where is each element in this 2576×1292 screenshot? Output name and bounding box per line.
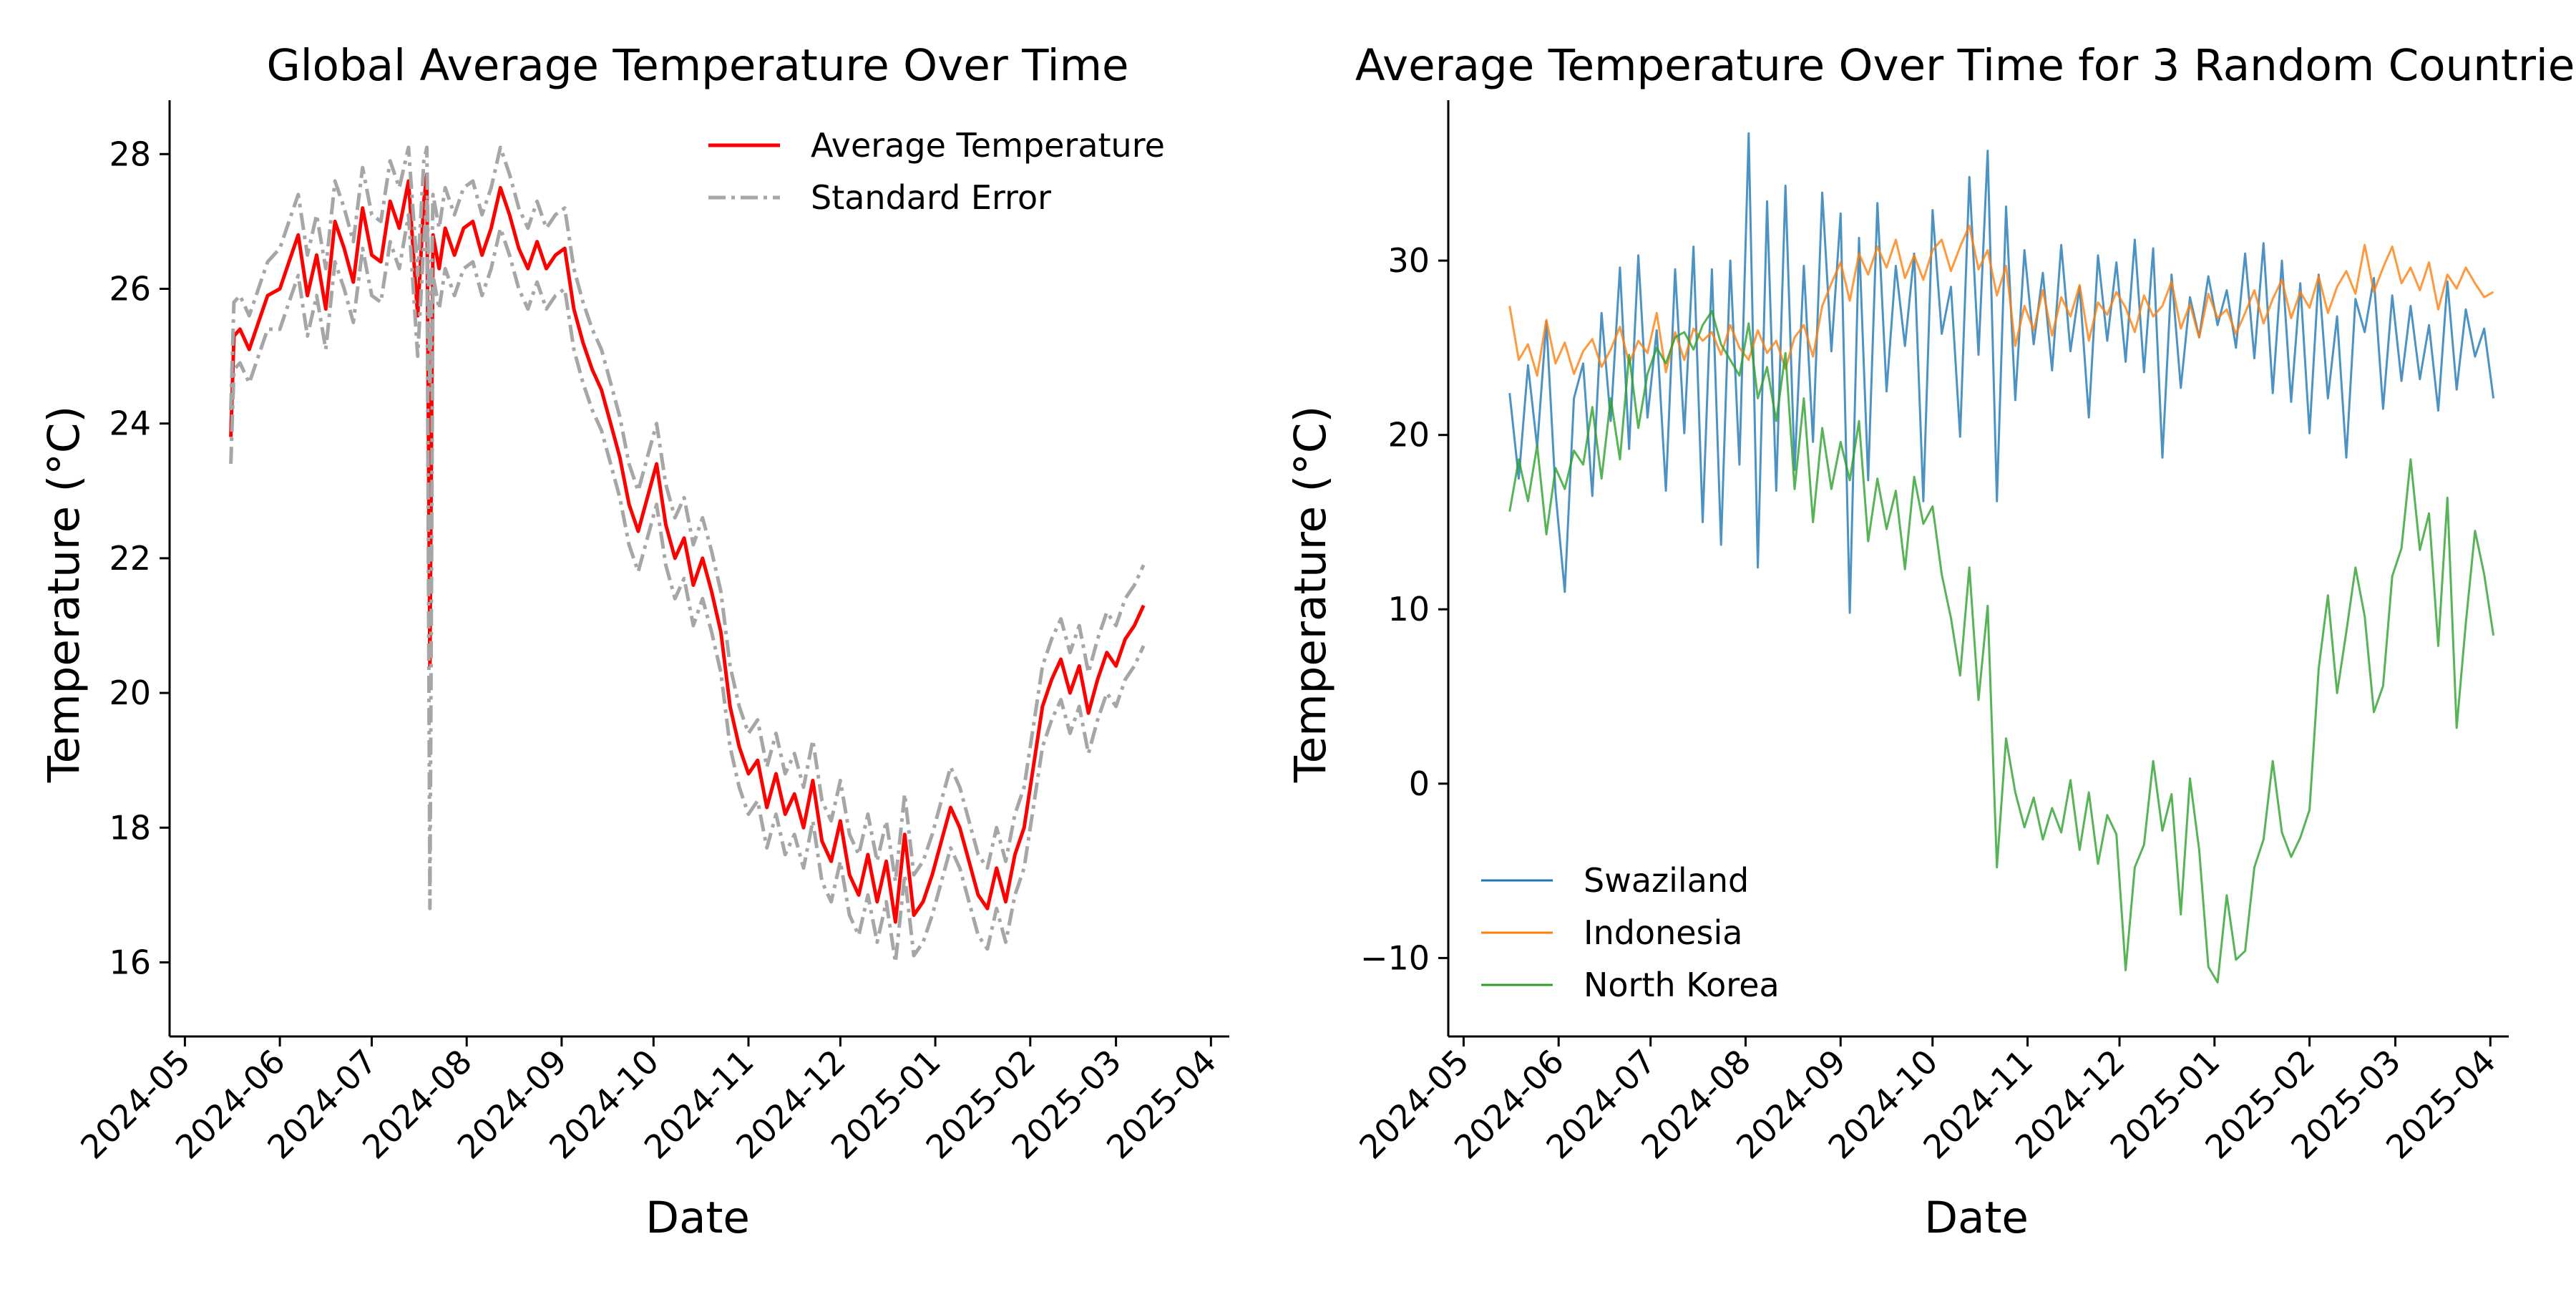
y-tick-label: 16 <box>109 943 151 981</box>
y-tick-label: 18 <box>109 808 151 847</box>
y-axis-label: Temperature (°C) <box>39 406 89 783</box>
legend-label: Indonesia <box>1584 913 1742 952</box>
y-tick-label: 30 <box>1387 241 1430 280</box>
legend-label: Swaziland <box>1584 861 1749 900</box>
y-tick-label: 24 <box>109 404 151 443</box>
chart-global-average-temperature: Global Average Temperature Over Time Dat… <box>39 40 1229 1243</box>
y-tick-label: 20 <box>1387 416 1430 455</box>
x-axis-label: Date <box>1924 1193 2029 1243</box>
x-axis-label: Date <box>645 1193 750 1243</box>
series-line-swaziland <box>1508 132 2495 614</box>
legend: Average Temperature Standard Error <box>708 126 1165 217</box>
chart-title: Global Average Temperature Over Time <box>266 40 1128 91</box>
legend-label: Standard Error <box>811 178 1051 217</box>
series-line-average-temperature <box>229 173 1146 924</box>
series-line-standard-error-lower <box>229 199 1146 964</box>
y-tick-label: −10 <box>1360 938 1430 977</box>
series-line-standard-error-upper <box>229 145 1146 884</box>
legend-label: North Korea <box>1584 966 1780 1004</box>
legend: Swaziland Indonesia North Korea <box>1481 861 1780 1004</box>
plot-area: −1001020302024-052024-062024-072024-0820… <box>1352 100 2509 1167</box>
y-tick-label: 0 <box>1409 764 1430 803</box>
plot-area: 161820222426282024-052024-062024-072024-… <box>73 100 1229 1167</box>
y-tick-label: 22 <box>109 539 151 578</box>
legend-label: Average Temperature <box>811 126 1165 165</box>
chart-country-temperatures: Average Temperature Over Time for 3 Rand… <box>1285 40 2576 1243</box>
y-axis-label: Temperature (°C) <box>1285 406 1336 783</box>
chart-title: Average Temperature Over Time for 3 Rand… <box>1355 40 2576 91</box>
y-tick-label: 20 <box>109 674 151 712</box>
y-tick-label: 26 <box>109 269 151 308</box>
y-tick-label: 28 <box>109 135 151 173</box>
y-tick-label: 10 <box>1387 590 1430 628</box>
series-line-north-korea <box>1508 310 2495 983</box>
